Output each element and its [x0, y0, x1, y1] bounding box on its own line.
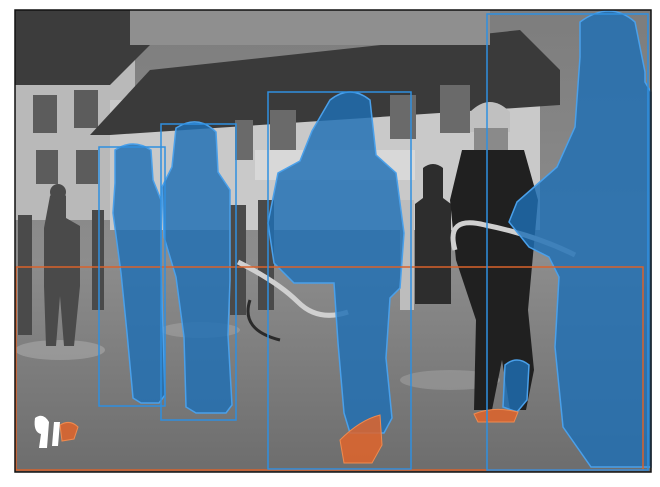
- person-mask-1: [112, 143, 166, 404]
- object-bbox: [15, 266, 644, 471]
- person-bbox-3: [267, 91, 412, 470]
- image-frame: [14, 9, 652, 473]
- person-mask-5: [502, 359, 530, 413]
- building-upper: [130, 10, 490, 45]
- bounding-boxes: [15, 13, 649, 471]
- object-mask-shoe: [339, 414, 383, 464]
- person-bbox-4: [486, 13, 649, 471]
- bystanders: [18, 164, 451, 346]
- person-bbox-2: [160, 123, 237, 421]
- marker-white: [34, 415, 60, 448]
- object-mask-boot: [473, 408, 519, 423]
- object-mask-small: [59, 421, 79, 442]
- person-bbox-1: [98, 146, 166, 407]
- ground: [15, 262, 651, 472]
- person-masks: [112, 10, 652, 468]
- roof-left: [15, 10, 150, 85]
- object-masks: [59, 408, 519, 464]
- windows-left: [33, 90, 98, 184]
